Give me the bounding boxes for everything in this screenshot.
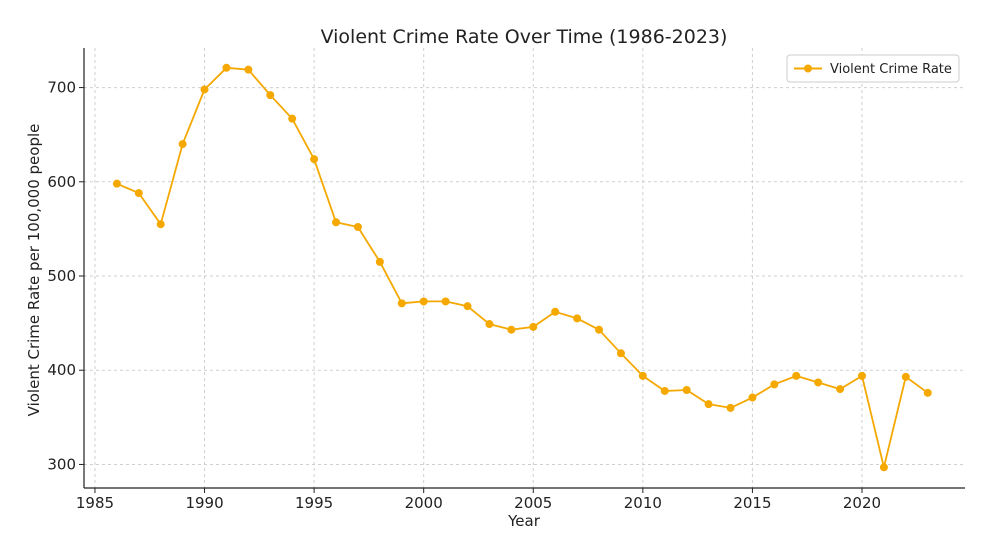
- data-point: [901, 372, 910, 381]
- data-point: [288, 114, 297, 123]
- data-point: [814, 378, 823, 387]
- x-tick-label: 2000: [405, 494, 443, 512]
- data-point: [310, 155, 319, 164]
- data-point: [507, 325, 516, 334]
- data-point: [397, 299, 406, 308]
- y-axis-label: Violent Crime Rate per 100,000 people: [25, 124, 43, 417]
- data-point: [178, 140, 187, 149]
- ticks: 1985 1990 1995 2000 2005 2010 2015 2020 300 400 50…: [47, 79, 881, 512]
- data-point: [638, 371, 647, 380]
- data-point: [660, 386, 669, 395]
- y-tick-label: 400: [47, 361, 76, 379]
- data-point: [375, 257, 384, 266]
- legend-label: Violent Crime Rate: [830, 62, 952, 77]
- data-point: [529, 322, 538, 331]
- legend: Violent Crime Rate: [786, 54, 960, 83]
- y-tick-label: 300: [47, 455, 76, 473]
- chart-title: Violent Crime Rate Over Time (1986-2023): [321, 26, 728, 48]
- x-tick-label: 2015: [733, 494, 771, 512]
- y-tick-label: 500: [47, 267, 76, 285]
- data-point: [156, 220, 165, 229]
- x-axis-label: Year: [507, 512, 541, 530]
- x-tick-label: 2010: [624, 494, 662, 512]
- data-point: [353, 223, 362, 232]
- data-point: [879, 463, 888, 472]
- data-point: [134, 189, 143, 198]
- data-point: [923, 388, 932, 397]
- data-point: [792, 371, 801, 380]
- data-point: [112, 179, 121, 188]
- data-point: [595, 325, 604, 334]
- data-point: [616, 349, 625, 358]
- x-tick-label: 1985: [76, 494, 114, 512]
- data-point: [485, 320, 494, 329]
- data-point: [573, 314, 582, 323]
- data-point: [748, 393, 757, 402]
- y-tick-label: 600: [47, 173, 76, 191]
- series: [112, 63, 932, 472]
- data-point: [836, 385, 845, 394]
- data-point: [419, 297, 428, 306]
- data-point: [857, 371, 866, 380]
- x-tick-label: 2020: [843, 494, 881, 512]
- x-tick-label: 2005: [514, 494, 552, 512]
- data-point: [244, 65, 253, 74]
- data-point: [551, 307, 560, 316]
- y-tick-label: 700: [47, 79, 76, 97]
- data-point: [726, 403, 735, 412]
- data-point: [266, 91, 275, 100]
- data-point: [332, 218, 341, 227]
- legend-box: [786, 54, 960, 83]
- x-tick-label: 1990: [185, 494, 223, 512]
- data-point: [222, 63, 231, 72]
- data-point: [463, 302, 472, 311]
- data-point: [441, 297, 450, 306]
- grid: [84, 48, 965, 488]
- legend-marker: [804, 64, 812, 73]
- data-point: [200, 85, 209, 94]
- data-point: [704, 400, 713, 409]
- axes: [83, 48, 965, 489]
- data-point: [770, 380, 779, 389]
- data-point: [682, 386, 691, 395]
- series-line: [116, 66, 929, 469]
- x-tick-label: 1995: [295, 494, 333, 512]
